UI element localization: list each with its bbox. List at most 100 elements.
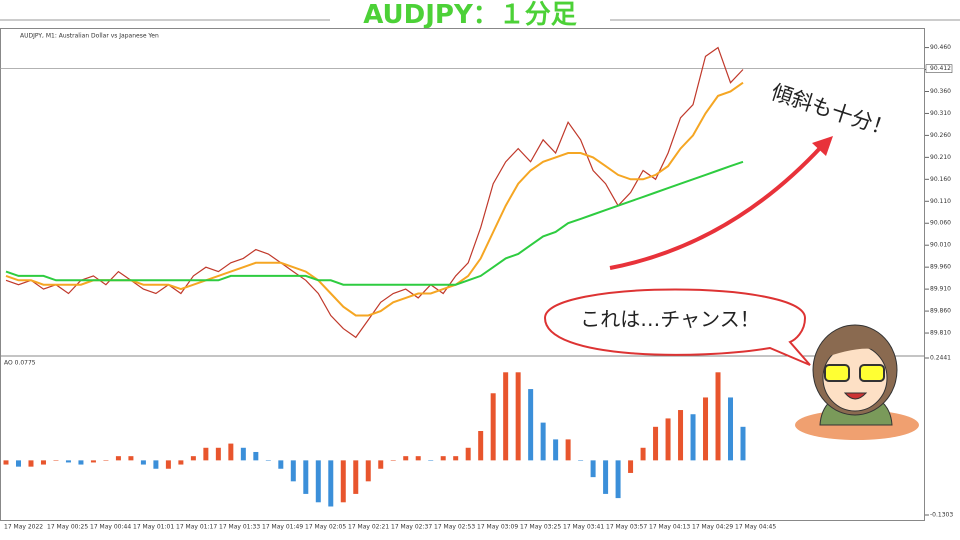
y-tick-label: 90.110 (930, 198, 951, 205)
x-tick-label: 17 May 03:41 (563, 524, 604, 531)
ao-bar (153, 460, 159, 469)
ao-bar (315, 460, 321, 503)
arrow-head (812, 136, 833, 156)
ao-bar (503, 372, 509, 461)
ao-bar (428, 460, 434, 461)
ao-bar (640, 447, 646, 461)
plot: 89.810 89.860 89.910 89.960 90.010 90.060 90.1… (0, 44, 953, 531)
ao-bar (190, 456, 196, 461)
ao-bar (365, 460, 371, 482)
ao-bar (228, 443, 234, 461)
ao-bar (715, 372, 721, 461)
y-tick-label: 90.160 (930, 176, 951, 183)
ao-bar (328, 460, 334, 507)
x-tick-label: 17 May 02:37 (391, 524, 432, 531)
ao-bar (53, 460, 59, 461)
x-tick-label: 17 May 04:13 (649, 524, 690, 531)
ao-bar (603, 460, 609, 494)
speech-bubble (543, 288, 811, 366)
x-tick-label: 17 May 01:33 (219, 524, 260, 531)
y-tick-label: 89.810 (930, 330, 951, 337)
ao-bar (203, 447, 209, 461)
price-title: AUDJPY, M1: Australian Dollar vs Japanes… (20, 33, 159, 40)
ao-bar (590, 460, 596, 478)
y-tick-label: 89.960 (930, 264, 951, 271)
ao-bar (528, 389, 534, 461)
ao-bar (653, 426, 659, 461)
ao-bar (478, 431, 484, 461)
x-tick-label: 17 May 2022 (4, 524, 43, 531)
x-tick-label: 17 May 04:45 (735, 524, 776, 531)
ao-bar (165, 460, 171, 469)
x-tick-label: 17 May 00:44 (90, 524, 131, 531)
ao-bar (690, 414, 696, 461)
x-tick-label: 17 May 01:49 (262, 524, 303, 531)
ao-bar (178, 460, 184, 465)
ao-bar (290, 460, 296, 482)
x-tick-label: 17 May 00:25 (47, 524, 88, 531)
ao-bar (103, 460, 109, 461)
ao-bar (565, 439, 571, 461)
ao-bar (628, 460, 634, 473)
ao-bar (265, 460, 271, 461)
ao-bar (615, 460, 621, 499)
y-tick-label: 90.210 (930, 154, 951, 161)
series-line (5, 160, 744, 286)
series-line (5, 46, 744, 339)
x-tick-label: 17 May 03:09 (477, 524, 518, 531)
x-tick-label: 17 May 01:17 (176, 524, 217, 531)
ao-bar (303, 460, 309, 494)
x-tick-label: 17 May 02:53 (434, 524, 475, 531)
ao-bar (403, 456, 409, 461)
ao-bar (40, 460, 46, 465)
y-tick-label: 90.060 (930, 220, 951, 227)
ao-bar (515, 372, 521, 461)
x-tick-label: 17 May 03:25 (520, 524, 561, 531)
ao-bar (415, 456, 421, 461)
ao-bar (115, 456, 121, 461)
ao-bar (378, 460, 384, 469)
slope-note: 傾斜も十分！ (768, 80, 895, 142)
trend-arrow (609, 144, 824, 270)
ao-bar (140, 460, 146, 465)
x-tick-label: 17 May 03:57 (606, 524, 647, 531)
ao-bar (678, 410, 684, 461)
y-tick-label: 90.460 (930, 44, 951, 51)
current-price-box (925, 64, 953, 73)
ao-bar (465, 447, 471, 461)
ao-bar (240, 447, 246, 461)
y-tick-label: 0.2441 (930, 355, 951, 362)
ao-bar (665, 418, 671, 461)
y-tick-label: 90.310 (930, 110, 951, 117)
ao-bar (490, 393, 496, 461)
ao-bar (540, 422, 546, 461)
ao-bar (3, 460, 9, 465)
x-tick-label: 17 May 02:21 (348, 524, 389, 531)
y-tick-label: 90.260 (930, 132, 951, 139)
ao-bar (215, 447, 221, 461)
x-tick-label: 17 May 04:29 (692, 524, 733, 531)
ao-bar (278, 460, 284, 469)
ao-bar (65, 460, 71, 463)
ao-bar (253, 451, 259, 461)
current-price-label: 90.412 (930, 65, 951, 72)
ao-bar (340, 460, 346, 503)
ao-bar (28, 460, 34, 467)
ao-bar (390, 460, 396, 461)
ao-bar (453, 456, 459, 461)
ao-bar (728, 397, 734, 461)
y-tick-label: 89.860 (930, 308, 951, 315)
y-tick-label: 89.910 (930, 286, 951, 293)
ao-bar (740, 426, 746, 461)
chart-frame (0, 28, 925, 521)
ao-bar (578, 460, 584, 461)
ao-bar (90, 460, 96, 463)
ao-bar (128, 456, 134, 461)
ao-bar (15, 460, 21, 467)
bubble-text: これは…チャンス！ (580, 307, 759, 331)
y-tick-label: 90.010 (930, 242, 951, 249)
ao-bar (703, 397, 709, 461)
ao-title: AO 0.0775 (4, 360, 36, 367)
ao-bar (353, 460, 359, 494)
